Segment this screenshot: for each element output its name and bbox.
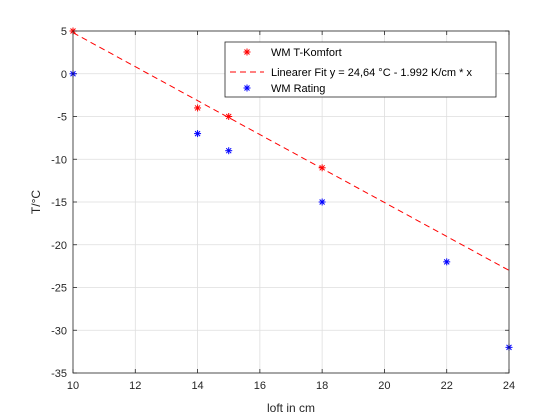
y-tick-label: -20 [51, 240, 67, 252]
y-tick-label: -10 [51, 154, 67, 166]
y-tick-label: -15 [51, 197, 67, 209]
y-tick-label: -30 [51, 325, 67, 337]
x-axis-label: loft in cm [267, 401, 315, 415]
x-tick-label: 18 [316, 380, 328, 392]
axes-box [72, 30, 510, 374]
linear-fit-line [72, 32, 510, 271]
x-tick-label: 16 [254, 380, 266, 392]
y-tick-label: 0 [61, 69, 67, 81]
x-tick-label: 20 [378, 380, 390, 392]
data-point-wm-t-komfort [318, 164, 326, 172]
legend-marker-wm-rating [243, 84, 251, 92]
data-point-wm-rating [194, 130, 202, 138]
x-tick-label: 10 [67, 380, 79, 392]
y-axis-label: T/°C [29, 190, 43, 214]
series-layer [69, 27, 513, 351]
x-tick-label: 24 [503, 380, 515, 392]
data-point-wm-rating [225, 147, 233, 155]
legend-box [224, 41, 497, 98]
data-point-wm-t-komfort [194, 104, 202, 112]
data-point-wm-rating [443, 258, 451, 266]
y-tick-label: -5 [57, 112, 67, 124]
legend-label-linear-fit: Linearer Fit y = 24,64 °C - 1.992 K/cm *… [271, 67, 472, 79]
legend-label-wm-t-komfort: WM T-Komfort [271, 47, 342, 59]
y-tick-label: 5 [61, 26, 67, 38]
tick-labels: 10 12 14 16 18 20 22 24 5 0 -5 -10 -15 -20 -25 -30 -35 [51, 26, 515, 392]
data-point-wm-t-komfort [225, 113, 233, 120]
legend-asterisk-red [243, 48, 251, 56]
y-tick-label: -25 [51, 283, 67, 295]
legend-label-wm-rating: WM Rating [271, 83, 325, 95]
x-tick-label: 22 [441, 380, 453, 392]
y-tick-label: -35 [51, 368, 67, 380]
data-point-wm-rating [318, 198, 326, 206]
legend-marker-wm-t-komfort [243, 48, 251, 56]
legend: WM T-Komfort Linearer Fit y = 24,64 °C -… [224, 41, 497, 98]
x-tick-label: 12 [129, 380, 141, 392]
legend-asterisk-blue [243, 84, 251, 92]
x-tick-label: 14 [191, 380, 203, 392]
